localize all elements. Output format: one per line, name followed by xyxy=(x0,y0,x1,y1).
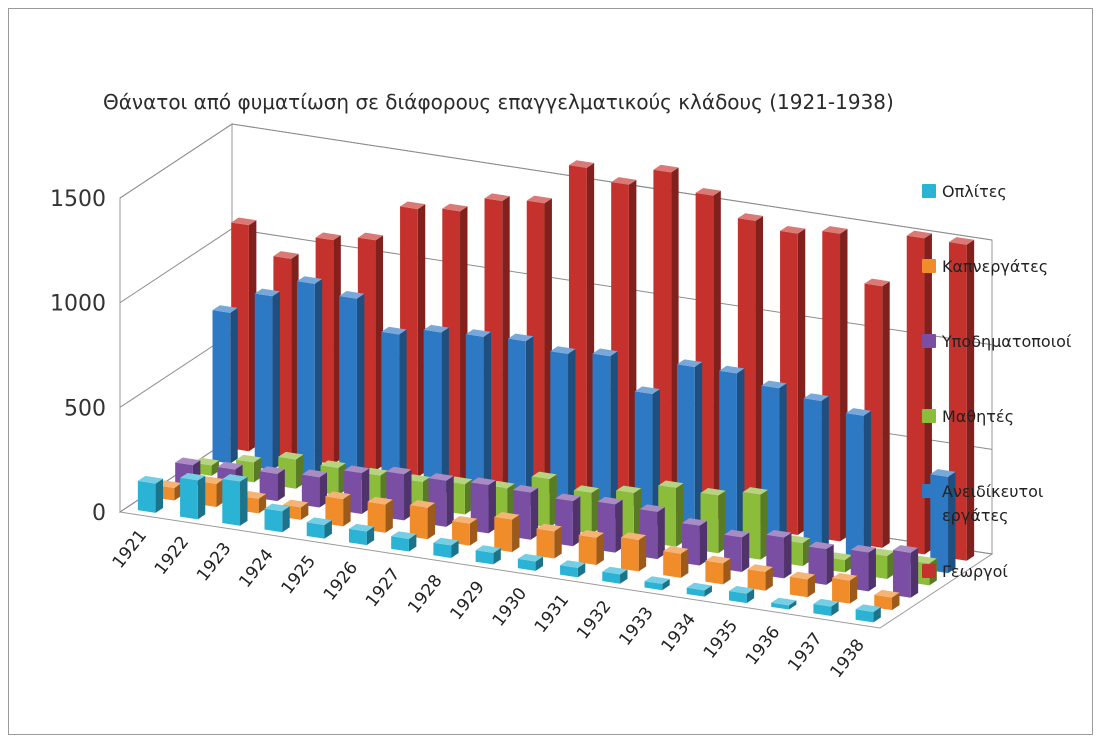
bar-Καπνεργάτες-1936 xyxy=(789,571,816,598)
x-tick-label: 1938 xyxy=(826,636,868,682)
bar-Οπλίτες-1926 xyxy=(348,523,375,546)
y-tick-label: 0 xyxy=(92,501,106,526)
bar-Οπλίτες-1928 xyxy=(433,537,459,558)
bar-Οπλίτες-1933 xyxy=(644,576,670,591)
legend-label: Οπλίτες xyxy=(942,182,1007,201)
bar-Καπνεργάτες-1927 xyxy=(409,500,436,540)
x-tick-label: 1926 xyxy=(320,558,362,604)
bar-Ανειδίκευτοι εργάτες-1922 xyxy=(254,288,280,470)
x-tick-label: 1925 xyxy=(278,552,320,598)
bar-Ανειδίκευτοι εργάτες-1923 xyxy=(296,276,323,477)
legend-item: Καπνεργάτες xyxy=(922,255,1062,279)
bar-Υποδηματοποιοί-1927 xyxy=(428,473,454,527)
legend-label: Υποδηματοποιοί xyxy=(942,332,1072,351)
legend-label: Μαθητές xyxy=(942,407,1014,426)
bar-Υποδηματοποιοί-1925 xyxy=(344,465,370,514)
legend-item: Υποδηματοποιοί xyxy=(922,330,1072,354)
y-tick-label: 500 xyxy=(64,396,106,421)
legend-swatch xyxy=(922,184,936,198)
legend-label: Γεωργοί xyxy=(942,562,1008,581)
bar-Οπλίτες-1927 xyxy=(391,531,417,552)
bar-Ανειδίκευτοι εργάτες-1930 xyxy=(592,348,618,522)
x-tick-label: 1936 xyxy=(742,623,784,669)
bar-Ανειδίκευτοι εργάτες-1924 xyxy=(339,291,365,483)
x-tick-label: 1935 xyxy=(700,616,742,662)
bar-Γεωργοί-1925 xyxy=(400,201,426,477)
legend-swatch xyxy=(922,334,936,348)
legend-item: Οπλίτες xyxy=(922,180,1062,204)
bar-Ανειδίκευτοι εργάτες-1934 xyxy=(761,380,787,548)
bar-Οπλίτες-1922 xyxy=(180,472,206,520)
bar-Καπνεργάτες-1932 xyxy=(620,532,647,572)
bar-Οπλίτες-1932 xyxy=(602,566,628,584)
legend-swatch xyxy=(922,409,936,423)
bar-Οπλίτες-1924 xyxy=(264,503,290,533)
bar-Καπνεργάτες-1929 xyxy=(494,512,520,553)
bar-Οπλίτες-1929 xyxy=(475,545,501,565)
x-tick-label: 1924 xyxy=(235,545,277,591)
bar-Οπλίτες-1930 xyxy=(517,553,544,571)
x-tick-label: 1934 xyxy=(658,610,700,656)
bar-Οπλίτες-1923 xyxy=(222,474,248,526)
chart-title: Θάνατοι από φυματίωση σε διάφορους επαγγ… xyxy=(103,90,894,114)
bar-Υποδηματοποιοί-1924 xyxy=(301,469,328,508)
bar-Οπλίτες-1925 xyxy=(306,517,332,539)
bar-Καπνεργάτες-1926 xyxy=(367,496,393,533)
bar-Ανειδίκευτοι εργάτες-1936 xyxy=(845,408,872,561)
bar-Καπνεργάτες-1938 xyxy=(874,589,900,611)
x-tick-label: 1927 xyxy=(362,565,404,611)
bar-Καπνεργάτες-1925 xyxy=(325,491,351,527)
bar-Καπνεργάτες-1937 xyxy=(832,572,858,604)
bar-Γεωργοί-1937 xyxy=(906,230,932,555)
x-tick-label: 1929 xyxy=(446,578,488,624)
legend-item: Γεωργοί xyxy=(922,560,1062,584)
bar-Γεωργοί-1932 xyxy=(695,187,721,523)
bar-Οπλίτες-1937 xyxy=(813,598,839,616)
legend-label: Ανειδίκευτοι εργάτες xyxy=(942,482,1044,525)
x-tick-label: 1937 xyxy=(784,629,826,675)
bar-Ανειδίκευτοι εργάτες-1935 xyxy=(803,393,829,554)
bar-Ανειδίκευτοι εργάτες-1933 xyxy=(719,365,745,541)
x-tick-label: 1933 xyxy=(615,603,657,649)
bar-Ανειδίκευτοι εργάτες-1925 xyxy=(381,326,407,490)
bar-Ανειδίκευτοι εργάτες-1928 xyxy=(508,333,534,509)
bar-Καπνεργάτες-1930 xyxy=(536,523,562,559)
bar-Ανειδίκευτοι εργάτες-1927 xyxy=(465,329,492,503)
x-tick-label: 1923 xyxy=(193,539,235,585)
chart-bars xyxy=(137,160,975,623)
bar-Οπλίτες-1921 xyxy=(137,475,164,513)
bar-Ανειδίκευτοι εργάτες-1938 xyxy=(930,469,956,574)
legend-item: Ανειδίκευτοι εργάτες xyxy=(922,480,1062,528)
bar-Οπλίτες-1938 xyxy=(855,604,881,623)
bar-Καπνεργάτες-1933 xyxy=(663,546,689,578)
bar-Καπνεργάτες-1935 xyxy=(747,564,773,591)
bar-Καπνεργάτες-1928 xyxy=(452,516,478,546)
x-tick-label: 1921 xyxy=(109,526,151,572)
bar-Ανειδίκευτοι εργάτες-1921 xyxy=(212,305,238,464)
legend-label: Καπνεργάτες xyxy=(942,257,1049,276)
bar-Οπλίτες-1934 xyxy=(686,582,712,597)
x-tick-label: 1928 xyxy=(404,571,446,617)
bar-Καπνεργάτες-1931 xyxy=(578,530,604,565)
bar-Οπλίτες-1936 xyxy=(771,597,797,610)
bar-Υποδηματοποιοί-1928 xyxy=(470,477,496,534)
x-tick-label: 1932 xyxy=(573,597,615,643)
bar-Υποδηματοποιοί-1938 xyxy=(892,545,919,598)
bar-Οπλίτες-1935 xyxy=(728,586,755,604)
gridline xyxy=(119,123,993,241)
y-tick-label: 1000 xyxy=(50,292,106,317)
x-tick-label: 1931 xyxy=(531,590,573,636)
legend-swatch xyxy=(922,564,936,578)
x-tick-label: 1922 xyxy=(151,532,193,578)
legend-swatch xyxy=(922,484,936,498)
legend-swatch xyxy=(922,259,936,273)
bar-Καπνεργάτες-1934 xyxy=(705,555,731,585)
bar-Ανειδίκευτοι εργάτες-1926 xyxy=(423,324,449,496)
bar-Οπλίτες-1931 xyxy=(560,560,586,578)
x-tick-label: 1930 xyxy=(489,584,531,630)
bar-Υποδηματοποιοί-1934 xyxy=(724,529,750,572)
legend-item: Μαθητές xyxy=(922,405,1062,429)
y-tick-label: 1500 xyxy=(50,187,106,212)
